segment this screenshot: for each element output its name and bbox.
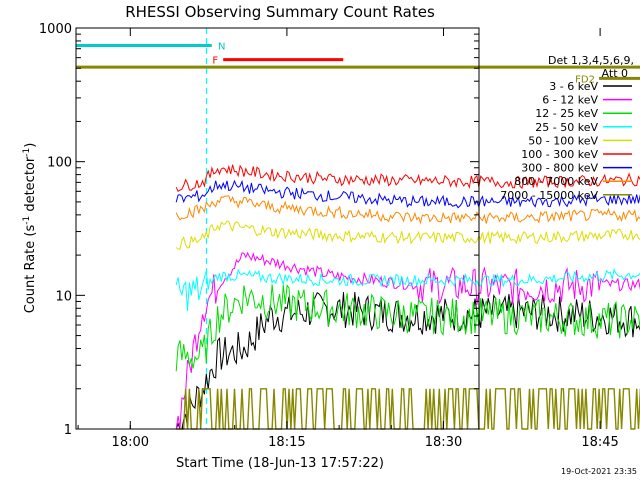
series-0-seg1	[175, 291, 640, 430]
series-8-seg1	[176, 388, 640, 430]
x-tick-label-3: 18:45	[581, 435, 618, 450]
flag-n-label: N	[218, 41, 225, 52]
legend-header-attenuator: Att 0	[602, 67, 628, 80]
series-4-seg1	[175, 220, 640, 250]
y-tick-label-3: 1000	[39, 22, 72, 37]
legend-label-1: 6 - 12 keV	[542, 94, 598, 107]
legend-label-3: 25 - 50 keV	[535, 121, 598, 134]
series-1-seg1	[175, 251, 640, 430]
flag-fd2-label: FD2	[575, 74, 595, 85]
x-axis-label: Start Time (18-Jun-13 17:57:22)	[176, 456, 384, 471]
series-2-seg1	[175, 284, 640, 372]
legend-label-2: 12 - 25 keV	[535, 107, 598, 120]
series-3-seg1	[175, 267, 640, 312]
y-axis: 1 10 100 1000	[39, 22, 479, 438]
legend-label-4: 50 - 100 keV	[528, 134, 598, 147]
plot-frame	[75, 27, 480, 430]
plot-area: NFSFD1FD2	[76, 28, 640, 430]
y-axis-label: Count Rate (s-1 detector-1)	[22, 143, 38, 314]
y-tick-label-1: 10	[55, 289, 72, 304]
flag-f-label: F	[212, 56, 218, 67]
footer-date: 19-Oct-2021 23:35	[561, 467, 637, 476]
legend-header-detectors: Det 1,3,4,5,6,9,	[548, 54, 634, 67]
legend-label-7: 800 - 7000 keV	[514, 175, 598, 188]
legend-label-0: 3 - 6 keV	[549, 80, 598, 93]
legend-label-6: 300 - 800 keV	[521, 162, 598, 175]
chart-title: RHESSI Observing Summary Count Rates	[125, 3, 435, 21]
legend-label-5: 100 - 300 keV	[521, 148, 598, 161]
series-7-seg1	[175, 195, 640, 225]
x-tick-label-1: 18:15	[268, 435, 305, 450]
y-tick-label-2: 100	[47, 156, 72, 171]
series-5-seg1	[175, 164, 640, 193]
series-6-seg1	[175, 179, 640, 209]
x-tick-label-2: 18:30	[425, 435, 462, 450]
y-tick-label-0: 1	[64, 423, 72, 438]
x-tick-label-0: 18:00	[112, 435, 149, 450]
legend-label-8: 7000 - 15000 keV	[500, 189, 598, 202]
